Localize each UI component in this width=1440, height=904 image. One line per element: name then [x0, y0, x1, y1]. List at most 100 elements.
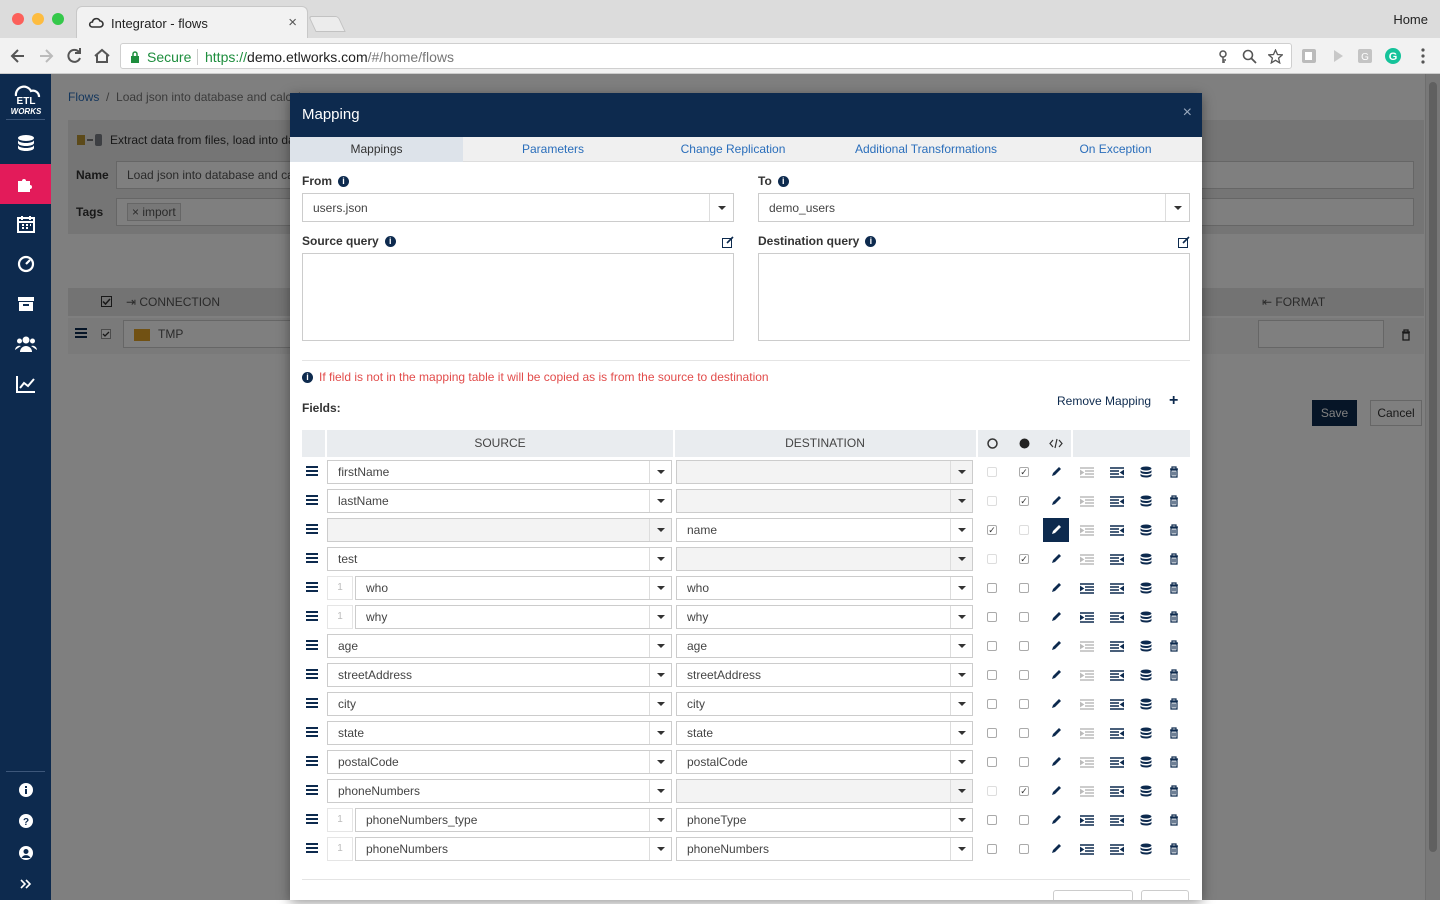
destination-field-select[interactable]: [676, 547, 973, 571]
outdent-button[interactable]: [1108, 695, 1126, 713]
delete-row-button[interactable]: [1165, 724, 1183, 742]
source-field-select[interactable]: who: [355, 576, 672, 600]
indent-button[interactable]: [1078, 608, 1096, 626]
outdent-button[interactable]: [1108, 463, 1126, 481]
dropdown-toggle[interactable]: [950, 577, 972, 599]
dropdown-toggle[interactable]: [649, 780, 671, 802]
url-text[interactable]: https://demo.etlworks.com/#/home/flows: [205, 49, 454, 65]
destination-field-select[interactable]: streetAddress: [676, 663, 973, 687]
key-icon[interactable]: [1217, 50, 1229, 64]
database-button[interactable]: [1137, 579, 1155, 597]
source-field-select[interactable]: phoneNumbers: [355, 837, 672, 861]
zoom-icon[interactable]: [1242, 49, 1257, 64]
include-checkbox[interactable]: ✓: [1019, 467, 1029, 477]
indent-button[interactable]: [1078, 463, 1096, 481]
extension-g-icon[interactable]: G: [1356, 47, 1374, 65]
include-checkbox[interactable]: ✓: [1019, 496, 1029, 506]
destination-field-select[interactable]: [676, 489, 973, 513]
source-field-select[interactable]: city: [327, 692, 672, 716]
include-checkbox[interactable]: [1019, 670, 1029, 680]
browser-tab[interactable]: Integrator - flows ×: [76, 6, 308, 38]
exclude-checkbox[interactable]: [987, 699, 997, 709]
source-field-select[interactable]: lastName: [327, 489, 672, 513]
exclude-checkbox[interactable]: [987, 467, 997, 477]
indent-button[interactable]: [1078, 666, 1096, 684]
edit-transformation-button[interactable]: [1047, 695, 1065, 713]
include-checkbox[interactable]: [1019, 699, 1029, 709]
outdent-button[interactable]: [1108, 753, 1126, 771]
from-select[interactable]: users.json: [302, 193, 734, 222]
dropdown-toggle[interactable]: [950, 519, 972, 541]
source-field-select[interactable]: phoneNumbers: [327, 779, 672, 803]
exclude-checkbox[interactable]: [987, 496, 997, 506]
include-checkbox[interactable]: [1019, 844, 1029, 854]
dropdown-toggle[interactable]: [649, 548, 671, 570]
database-button[interactable]: [1137, 811, 1155, 829]
destination-field-select[interactable]: who: [676, 576, 973, 600]
remove-mapping-button[interactable]: Remove Mapping: [1057, 394, 1152, 408]
drag-handle-icon[interactable]: [306, 466, 318, 478]
database-button[interactable]: [1137, 753, 1155, 771]
delete-row-button[interactable]: [1165, 811, 1183, 829]
source-field-select[interactable]: test: [327, 547, 672, 571]
drag-handle-icon[interactable]: [306, 814, 318, 826]
back-icon[interactable]: [8, 46, 28, 66]
indent-button[interactable]: [1078, 637, 1096, 655]
exclude-checkbox[interactable]: [987, 728, 997, 738]
star-icon[interactable]: [1268, 49, 1283, 64]
dropdown-toggle[interactable]: [950, 838, 972, 860]
dropdown-toggle[interactable]: [649, 664, 671, 686]
source-field-select[interactable]: firstName: [327, 460, 672, 484]
database-button[interactable]: [1137, 840, 1155, 858]
outdent-button[interactable]: [1108, 608, 1126, 626]
sidebar-item-about[interactable]: [0, 770, 51, 810]
sidebar-item-connections[interactable]: [0, 124, 51, 164]
edit-transformation-button[interactable]: [1047, 579, 1065, 597]
from-dropdown-toggle[interactable]: [709, 194, 733, 221]
edit-transformation-button[interactable]: [1047, 811, 1065, 829]
source-field-select[interactable]: [327, 518, 672, 542]
new-tab-button[interactable]: [308, 16, 346, 32]
exclude-checkbox[interactable]: [987, 815, 997, 825]
outdent-button[interactable]: [1108, 811, 1126, 829]
drag-handle-icon[interactable]: [306, 640, 318, 652]
etlworks-logo[interactable]: ETL WORKS: [6, 82, 46, 116]
destination-field-select[interactable]: why: [676, 605, 973, 629]
destination-field-select[interactable]: age: [676, 634, 973, 658]
footer-button[interactable]: [1053, 890, 1133, 900]
include-checkbox[interactable]: [1019, 728, 1029, 738]
delete-row-button[interactable]: [1165, 840, 1183, 858]
minimize-window-button[interactable]: [32, 13, 44, 25]
destination-field-select[interactable]: phoneType: [676, 808, 973, 832]
delete-row-button[interactable]: [1165, 521, 1183, 539]
delete-row-button[interactable]: [1165, 666, 1183, 684]
source-query-info-icon[interactable]: i: [384, 235, 396, 247]
add-field-icon[interactable]: +: [1169, 392, 1179, 409]
include-checkbox[interactable]: ✓: [1019, 786, 1029, 796]
edit-transformation-button[interactable]: [1047, 753, 1065, 771]
outdent-button[interactable]: [1108, 782, 1126, 800]
extension-play-icon[interactable]: [1329, 47, 1347, 65]
to-select[interactable]: demo_users: [758, 193, 1190, 222]
indent-button[interactable]: [1078, 695, 1096, 713]
edit-transformation-button[interactable]: [1047, 463, 1065, 481]
outdent-button[interactable]: [1108, 579, 1126, 597]
tab-close-icon[interactable]: ×: [288, 14, 297, 31]
database-button[interactable]: [1137, 724, 1155, 742]
extension-icon-1[interactable]: [1300, 47, 1318, 65]
destination-field-select[interactable]: city: [676, 692, 973, 716]
exclude-checkbox[interactable]: [987, 641, 997, 651]
source-field-select[interactable]: phoneNumbers_type: [355, 808, 672, 832]
dropdown-toggle[interactable]: [950, 664, 972, 686]
include-checkbox[interactable]: [1019, 583, 1029, 593]
outdent-button[interactable]: [1108, 666, 1126, 684]
database-button[interactable]: [1137, 608, 1155, 626]
dropdown-toggle[interactable]: [649, 751, 671, 773]
exclude-checkbox[interactable]: [987, 612, 997, 622]
destination-field-select[interactable]: state: [676, 721, 973, 745]
destination-field-select[interactable]: name: [676, 518, 973, 542]
database-button[interactable]: [1137, 782, 1155, 800]
database-button[interactable]: [1137, 550, 1155, 568]
delete-row-button[interactable]: [1165, 637, 1183, 655]
dropdown-toggle[interactable]: [649, 722, 671, 744]
